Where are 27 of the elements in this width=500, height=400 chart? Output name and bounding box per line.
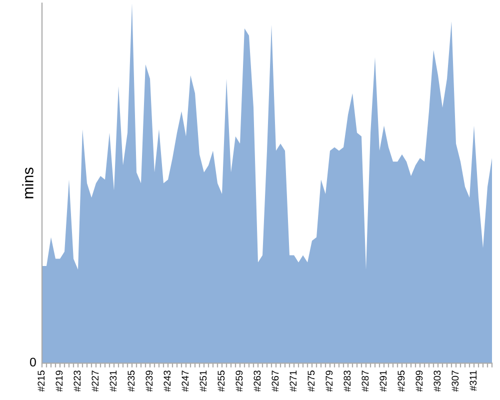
y-axis-title: mins [22, 168, 34, 198]
x-tick-label: #311 [470, 370, 477, 392]
x-tick-label: #215 [38, 370, 45, 392]
x-tick-label: #283 [344, 370, 351, 392]
x-tick-label: #247 [182, 370, 189, 392]
x-tick-label: #287 [362, 370, 369, 392]
x-tick-label: #303 [434, 370, 441, 392]
x-tick-label: #271 [290, 370, 297, 392]
x-tick-label: #295 [398, 370, 405, 392]
x-tick-label: #219 [56, 370, 63, 392]
x-tick-label: #227 [92, 370, 99, 392]
x-tick-label: #267 [272, 370, 279, 392]
text: 0 [30, 358, 36, 367]
x-tick-label: #231 [110, 370, 117, 392]
x-tick-label: #259 [236, 370, 243, 392]
x-tick-label: #307 [452, 370, 459, 392]
x-tick-label: #251 [200, 370, 207, 392]
x-tick-label: #243 [164, 370, 171, 392]
x-tick-label: #291 [380, 370, 387, 392]
x-tick-label: #255 [218, 370, 225, 392]
x-tick-label: #239 [146, 370, 153, 392]
x-tick-label: #263 [254, 370, 261, 392]
x-tick-label: #223 [74, 370, 81, 392]
x-tick-label: #235 [128, 370, 135, 392]
x-tick-label: #279 [326, 370, 333, 392]
x-tick-label: #299 [416, 370, 423, 392]
x-tick-label: #275 [308, 370, 315, 392]
